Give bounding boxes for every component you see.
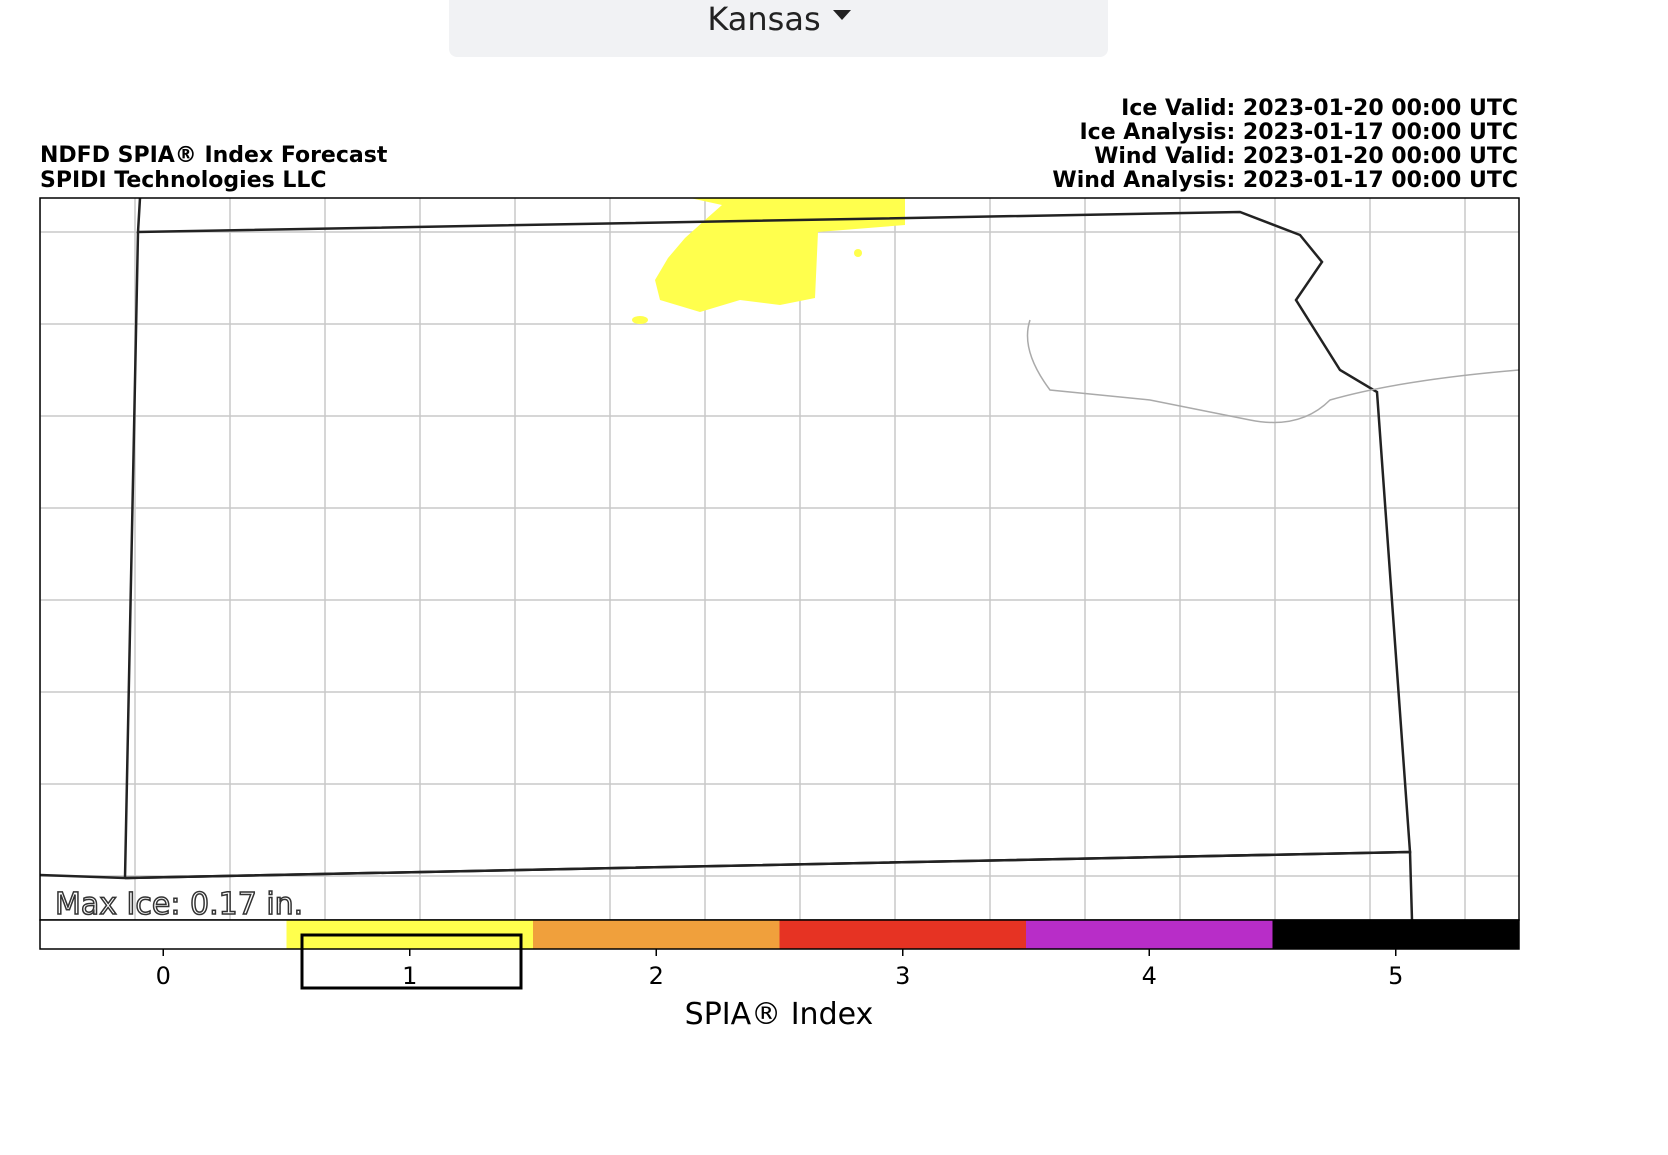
tick-label: 5 xyxy=(1388,962,1403,990)
valid-time: Wind Valid: 2023-01-20 00:00 UTC xyxy=(1094,144,1518,169)
map-credit: SPIDI Technologies LLC xyxy=(40,168,327,193)
tick-label: 2 xyxy=(649,962,664,990)
valid-time: Wind Analysis: 2023-01-17 00:00 UTC xyxy=(1052,168,1518,193)
colorbar-label: SPIA® Index xyxy=(685,997,874,1032)
colorbar: 0 1 2 3 4 5 xyxy=(40,920,1519,990)
state-border xyxy=(124,198,1412,880)
colorbar-segment xyxy=(1026,920,1273,949)
colorbar-segment xyxy=(1272,920,1519,949)
colorbar-segment xyxy=(40,920,287,949)
colorbar-segment xyxy=(779,920,1026,949)
dropdown-label[interactable]: Kansas xyxy=(707,0,820,38)
colorbar-frame xyxy=(39,919,1520,950)
county-grid xyxy=(40,198,1519,920)
tick-label: 1 xyxy=(402,962,417,990)
dropdown[interactable] xyxy=(449,0,1108,57)
state-border xyxy=(40,231,1414,920)
map xyxy=(40,198,1519,920)
map-title: NDFD SPIA® Index Forecast xyxy=(40,143,388,168)
highlight-box xyxy=(300,933,523,990)
valid-time: Ice Analysis: 2023-01-17 00:00 UTC xyxy=(1080,120,1519,145)
ice-area xyxy=(632,316,648,324)
ice-area xyxy=(655,198,905,312)
tick-label: 3 xyxy=(895,962,910,990)
caret xyxy=(833,10,851,20)
river xyxy=(1026,319,1519,424)
colorbar-segment xyxy=(533,920,780,949)
tick-label: 0 xyxy=(156,962,171,990)
max-ice: Max Ice: 0.17 in. xyxy=(55,887,303,922)
ice-area xyxy=(854,249,862,257)
tick-label: 4 xyxy=(1142,962,1157,990)
valid-time: Ice Valid: 2023-01-20 00:00 UTC xyxy=(1121,96,1518,121)
